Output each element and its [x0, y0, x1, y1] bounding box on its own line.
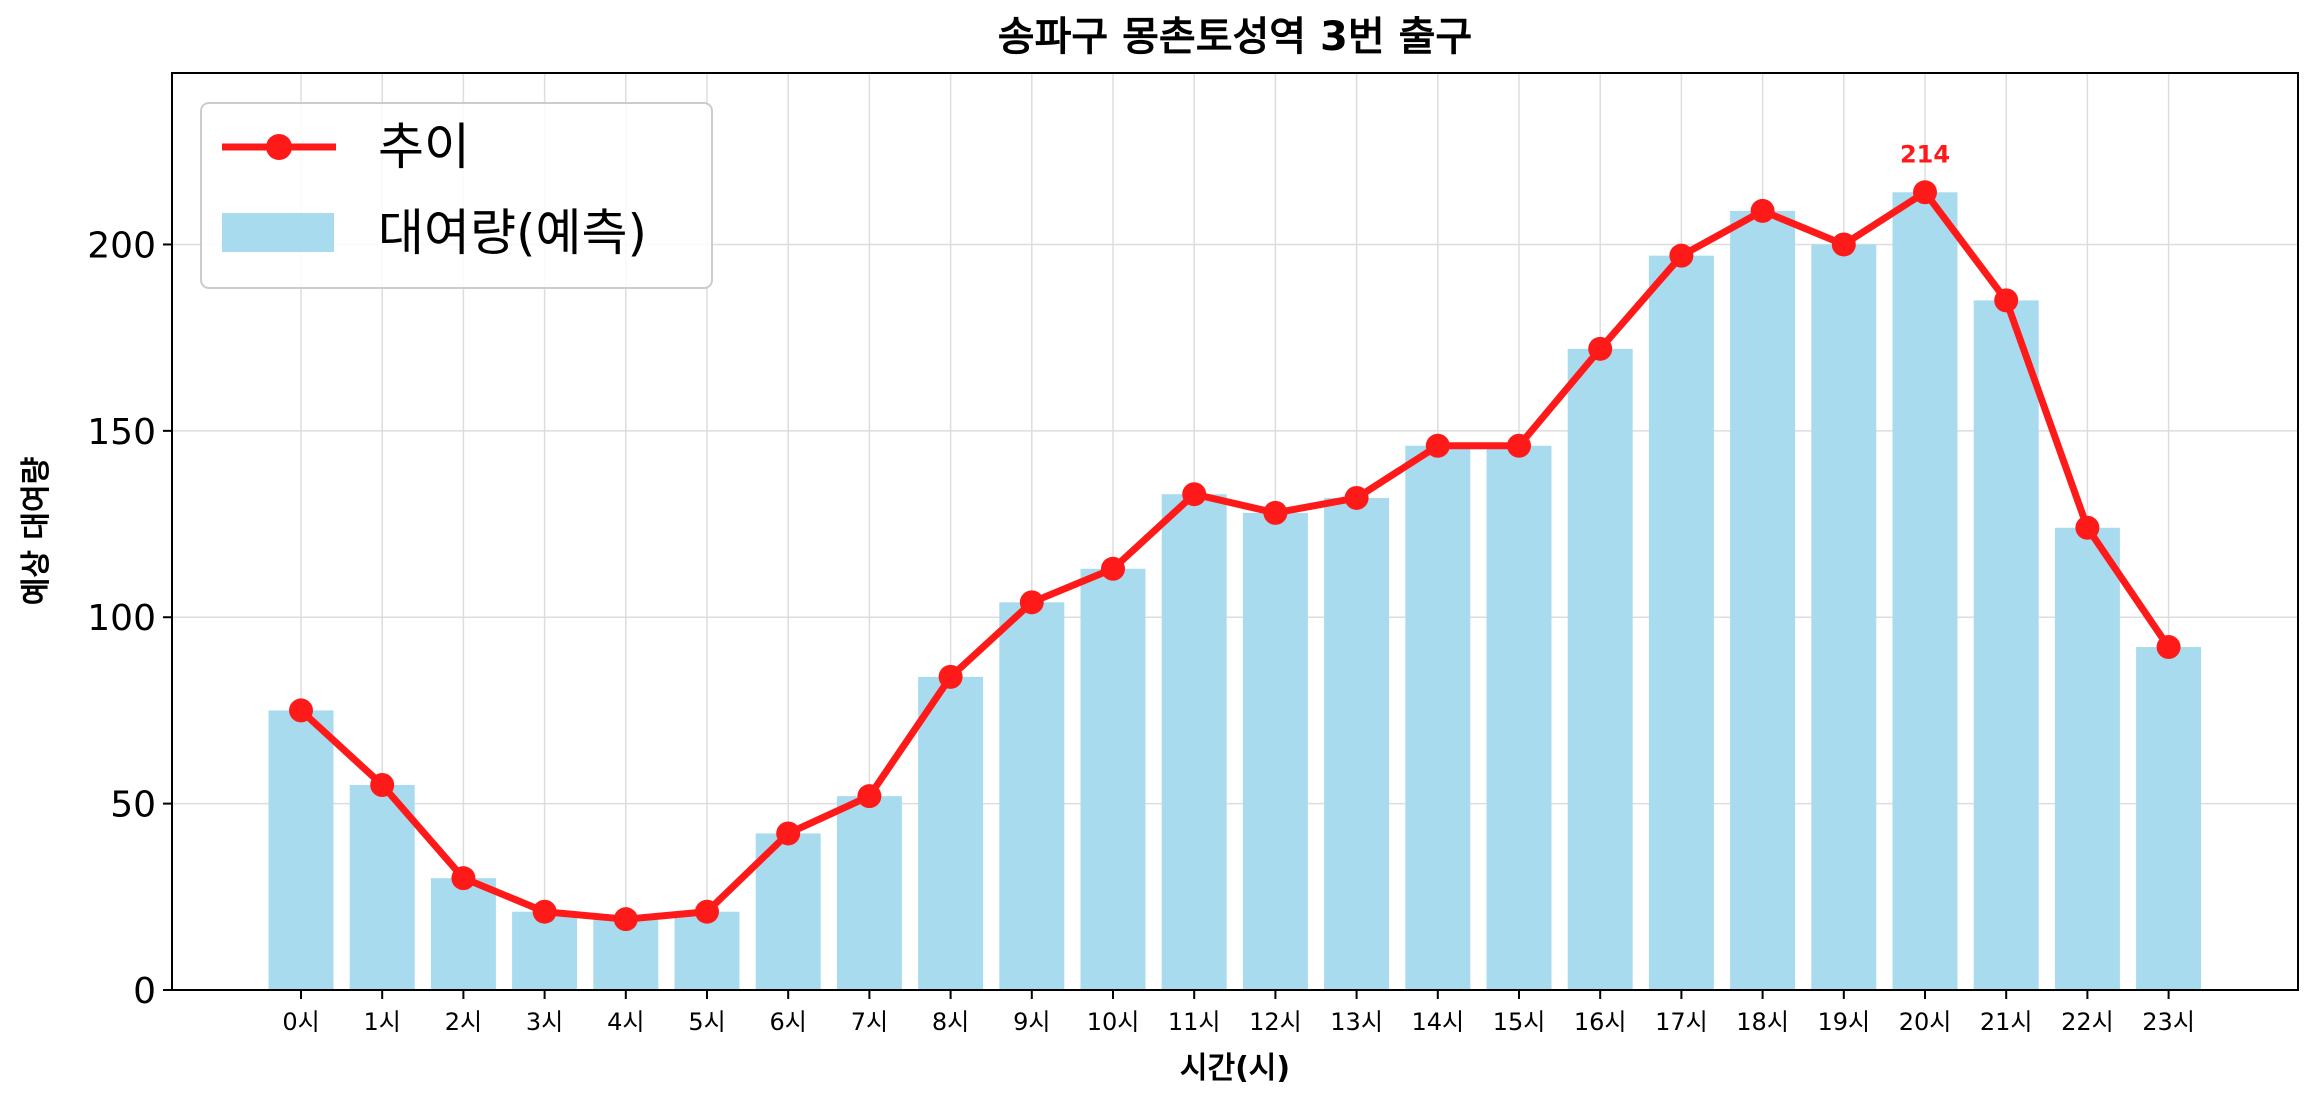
- trend-point: [1750, 198, 1775, 223]
- bar: [1242, 512, 1308, 990]
- plot-frame: [171, 72, 2299, 991]
- x-tick-label: 7시: [851, 1008, 888, 1036]
- x-tick-label: 17시: [1655, 1008, 1708, 1036]
- trend-point: [938, 664, 963, 689]
- trend-point: [1263, 500, 1288, 525]
- y-tick-label: 150: [87, 412, 156, 453]
- trend-point: [289, 698, 313, 723]
- trend-point: [776, 821, 801, 846]
- x-tick-label: 6시: [770, 1008, 807, 1036]
- bar: [430, 878, 496, 990]
- trend-point: [1425, 433, 1450, 458]
- x-tick-label: 0시: [282, 1008, 319, 1036]
- x-tick-label: 22시: [2061, 1008, 2114, 1036]
- legend: 추이 대여량(예측): [200, 102, 713, 289]
- trend-point: [532, 899, 557, 924]
- bar-layer: [268, 192, 2202, 991]
- bar: [1567, 348, 1633, 990]
- trend-point: [2156, 635, 2181, 660]
- y-tick-label: 100: [87, 598, 156, 639]
- trend-point: [1019, 590, 1044, 615]
- bar: [1486, 445, 1552, 990]
- bar: [268, 710, 334, 990]
- x-tick-label: 8시: [932, 1008, 969, 1036]
- bar: [2054, 527, 2120, 990]
- trend-point: [1913, 180, 1937, 205]
- bar: [1405, 445, 1471, 990]
- x-tick-label: 2시: [445, 1008, 482, 1036]
- trend-point: [451, 866, 476, 891]
- y-axis: 0 50 100 150 200: [87, 225, 172, 1012]
- trend-point: [1994, 288, 2019, 313]
- trend-line: [297, 188, 2173, 923]
- x-tick-label: 12시: [1249, 1008, 1302, 1036]
- annotation-layer: 214: [1900, 140, 1950, 168]
- bar: [2136, 647, 2202, 990]
- legend-label-line: 추이: [378, 118, 470, 176]
- y-axis-label: 예상 대여량: [19, 456, 54, 605]
- trend-point: [857, 784, 882, 809]
- x-tick-label: 14시: [1411, 1008, 1464, 1036]
- legend-bar-swatch: [222, 213, 334, 252]
- bar: [1324, 497, 1390, 990]
- trend-point: [1507, 433, 1531, 458]
- trend-point: [695, 899, 719, 924]
- x-tick-label: 5시: [688, 1008, 725, 1036]
- trend-point: [1831, 232, 1856, 257]
- y-tick-label: 0: [133, 971, 156, 1012]
- x-tick-label: 18시: [1736, 1008, 1789, 1036]
- y-tick-label: 200: [87, 225, 156, 266]
- bar: [1648, 255, 1714, 990]
- x-tick-label: 13시: [1330, 1008, 1383, 1036]
- trend-point: [2075, 515, 2100, 540]
- x-tick-label: 1시: [364, 1008, 401, 1036]
- bar: [674, 911, 740, 990]
- bar: [999, 602, 1065, 990]
- x-tick-label: 15시: [1493, 1008, 1546, 1036]
- x-axis-label: 시간(시): [1180, 1051, 1290, 1086]
- bar: [512, 911, 578, 990]
- y-tick-label: 50: [110, 785, 156, 826]
- trend-point: [613, 907, 638, 932]
- line-layer: [289, 180, 2181, 932]
- bar: [1892, 192, 1958, 990]
- chart-title: 송파구 몽촌토성역 3번 출구: [998, 14, 1472, 60]
- x-axis: 0시 1시 2시 3시 4시 5시 6시 7시 8시 9시 10시 11시 12시 13시 14시 15시 16…: [282, 990, 2195, 1036]
- x-tick-label: 11시: [1168, 1008, 1221, 1036]
- x-tick-label: 10시: [1087, 1008, 1140, 1036]
- bar: [1080, 568, 1146, 990]
- x-tick-label: 19시: [1817, 1008, 1870, 1036]
- trend-point: [1182, 482, 1207, 507]
- trend-point: [1588, 336, 1613, 361]
- bar: [918, 676, 984, 990]
- trend-point: [1101, 556, 1125, 581]
- legend-label-bar: 대여량(예측): [378, 204, 647, 262]
- x-tick-label: 16시: [1574, 1008, 1627, 1036]
- bar: [1973, 300, 2039, 990]
- trend-point: [1344, 485, 1369, 510]
- x-tick-label: 21시: [1980, 1008, 2033, 1036]
- bar: [1161, 494, 1227, 990]
- trend-point: [1669, 243, 1694, 268]
- x-tick-label: 20시: [1899, 1008, 1952, 1036]
- bar: [1811, 244, 1877, 990]
- bar: [1730, 210, 1796, 991]
- bar: [349, 784, 415, 990]
- x-tick-label: 4시: [607, 1008, 644, 1036]
- bar: [755, 833, 821, 990]
- x-tick-label: 3시: [526, 1008, 563, 1036]
- peak-value-label: 214: [1900, 140, 1950, 168]
- x-tick-label: 9시: [1013, 1008, 1050, 1036]
- bar: [836, 796, 902, 990]
- legend-line-marker: [266, 134, 292, 160]
- trend-point: [370, 772, 395, 797]
- x-tick-label: 23시: [2142, 1008, 2195, 1036]
